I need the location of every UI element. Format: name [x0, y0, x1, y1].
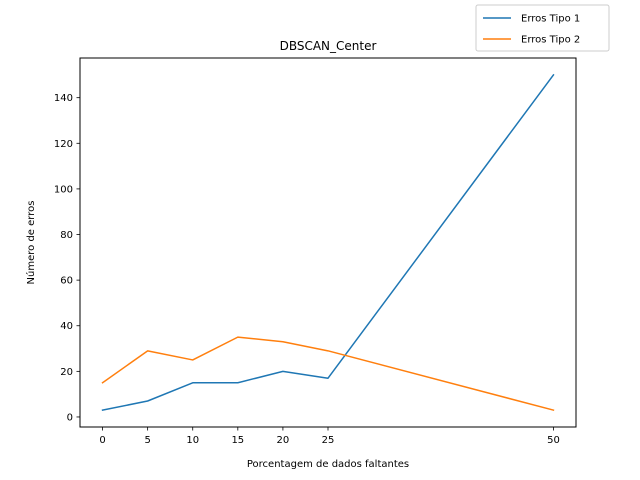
y-tick-label: 80 — [60, 230, 73, 241]
x-tick-label: 0 — [99, 435, 105, 446]
plot-area — [80, 58, 576, 427]
series-layer — [101, 73, 555, 412]
legend-label-2: Erros Tipo 2 — [521, 35, 580, 46]
y-tick-label: 20 — [60, 367, 73, 378]
legend: Erros Tipo 1 Erros Tipo 2 — [475, 4, 610, 52]
x-tick-label: 15 — [231, 435, 244, 446]
series-line-1 — [101, 73, 555, 412]
x-tick-label: 20 — [277, 435, 290, 446]
x-tick-label: 50 — [547, 435, 560, 446]
x-tick-label: 10 — [186, 435, 199, 446]
x-axis-label: Porcentagem de dados faltantes — [247, 459, 409, 470]
y-tick-label: 40 — [60, 321, 73, 332]
y-tick-label: 140 — [54, 93, 73, 104]
series-line-2 — [101, 336, 555, 412]
y-axis-label: Número de erros — [25, 201, 37, 285]
legend-label-1: Erros Tipo 1 — [521, 14, 580, 25]
y-axis: 0 20 40 60 80 100 120 140 — [54, 93, 80, 423]
x-tick-label: 5 — [144, 435, 150, 446]
x-tick-label: 25 — [322, 435, 335, 446]
chart-title: DBSCAN_Center — [280, 39, 377, 53]
y-tick-label: 100 — [54, 184, 73, 195]
y-tick-label: 120 — [54, 139, 73, 150]
x-axis: 0 5 10 15 20 25 50 — [99, 427, 560, 446]
y-tick-label: 60 — [60, 276, 73, 287]
y-tick-label: 0 — [67, 412, 73, 423]
